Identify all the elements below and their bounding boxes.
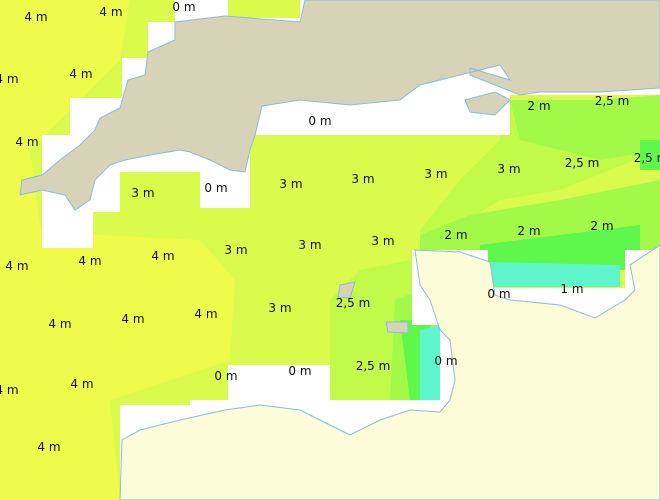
wave-height-label: 0 m (487, 287, 511, 301)
wave-height-label: 4 m (99, 5, 123, 19)
wave-height-label: 4 m (24, 10, 48, 24)
land-england (19, 0, 660, 211)
wave-height-label: 4 m (37, 440, 61, 454)
wave-height-label: 1 m (560, 282, 584, 296)
wave-height-label: 2 m (517, 224, 541, 238)
wave-height-label: 0 m (308, 114, 332, 128)
wave-height-label: 4 m (78, 254, 102, 268)
wave-height-label: 4 m (69, 67, 93, 81)
wave-height-label: 0 m (434, 354, 458, 368)
wave-height-label: 2 m (444, 228, 468, 242)
wave-height-label: 2,5 m (355, 359, 391, 373)
wave-height-label: 4 m (48, 317, 72, 331)
wave-height-label: 0 m (214, 369, 238, 383)
wave-height-label: 2,5 m (564, 156, 600, 170)
wave-height-label: 4 m (0, 72, 19, 86)
island-wight (464, 91, 511, 116)
island-guernsey (337, 281, 356, 299)
wave-height-label: 3 m (224, 243, 248, 257)
wave-height-label: 3 m (351, 172, 375, 186)
wave-height-label: 2,5 m (335, 296, 371, 310)
wave-height-label: 4 m (15, 135, 39, 149)
wave-height-label: 3 m (279, 177, 303, 191)
wave-height-label: 2,5 m (594, 94, 630, 108)
land-france (119, 244, 660, 500)
wave-height-label: 2 m (527, 99, 551, 113)
wave-height-label: 4 m (5, 259, 29, 273)
wave-height-label: 0 m (288, 364, 312, 378)
wave-height-label: 4 m (151, 249, 175, 263)
wave-height-label: 0 m (204, 181, 228, 195)
wave-height-label: 4 m (0, 383, 19, 397)
wave-height-label: 3 m (424, 167, 448, 181)
wave-height-label: 3 m (268, 301, 292, 315)
island-jersey (385, 321, 409, 334)
wave-height-label: 4 m (194, 307, 218, 321)
wave-height-label: 2 m (590, 219, 614, 233)
wave-height-label: 0 m (172, 0, 196, 14)
wave-height-label: 3 m (298, 238, 322, 252)
wave-height-label: 3 m (497, 162, 521, 176)
wave-height-label: 4 m (70, 377, 94, 391)
wave-height-label: 4 m (121, 312, 145, 326)
wave-height-label: 3 m (131, 186, 155, 200)
wave-height-label: 2,5 m (633, 151, 660, 165)
wave-height-label: 3 m (371, 234, 395, 248)
